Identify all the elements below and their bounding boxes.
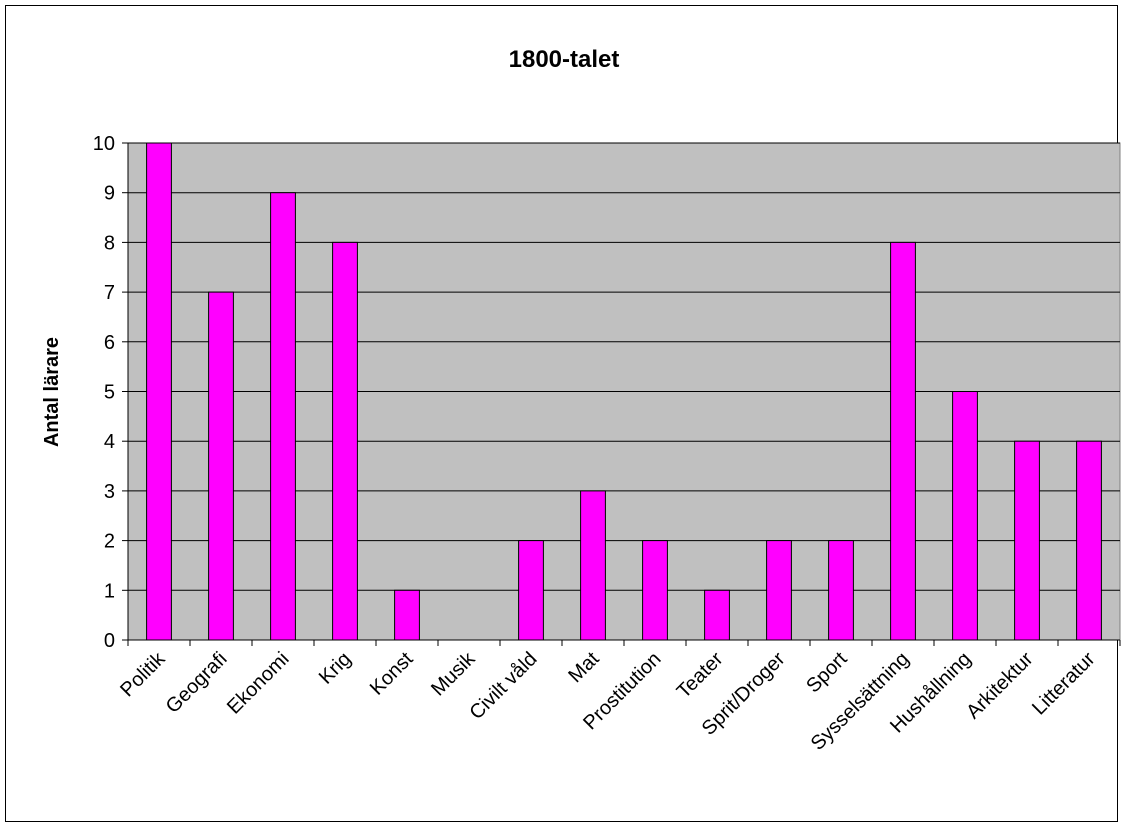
bar-ekonomi [271,193,296,640]
y-tick-label: 9 [104,183,115,205]
bar-teater [705,590,730,640]
y-axis-label: Antal lärare [41,337,63,447]
bar-civilt-våld [519,541,544,640]
bar-krig [333,242,358,640]
y-tick-label: 0 [104,630,115,652]
y-tick-label: 4 [104,431,115,453]
bar-konst [395,590,420,640]
y-tick-label: 3 [104,481,115,503]
category-label: Krig [315,648,356,689]
category-label: Civilt våld [465,648,541,724]
bar-politik [147,143,172,640]
bar-sysselsättning [891,242,916,640]
category-label: Politik [116,647,170,701]
category-label: Arkitektur [962,648,1038,724]
category-label: Geografi [162,648,232,718]
bar-mat [581,491,606,640]
bar-arkitektur [1015,441,1040,640]
bar-hushållning [953,392,978,641]
y-tick-label: 6 [104,332,115,354]
bar-prostitution [643,541,668,640]
category-label: Teater [673,648,728,703]
y-tick-label: 7 [104,282,115,304]
category-label: Sport [802,648,852,698]
category-label: Mat [564,648,603,687]
y-tick-label: 10 [93,133,115,155]
category-label: Ekonomi [223,648,294,719]
y-tick-label: 5 [104,382,115,404]
bar-litteratur [1077,441,1102,640]
category-label: Litteratur [1028,648,1100,720]
category-label: Konst [366,648,418,700]
bar-geografi [209,292,234,640]
bar-sprit-droger [767,541,792,640]
chart-title: 1800-talet [509,46,620,73]
bar-sport [829,541,854,640]
category-label: Musik [427,647,480,700]
y-tick-label: 2 [104,531,115,553]
y-tick-label: 1 [104,580,115,602]
y-tick-labels: 0 1 2 3 4 5 6 7 8 9 10 [93,133,115,652]
y-tick-label: 8 [104,232,115,254]
